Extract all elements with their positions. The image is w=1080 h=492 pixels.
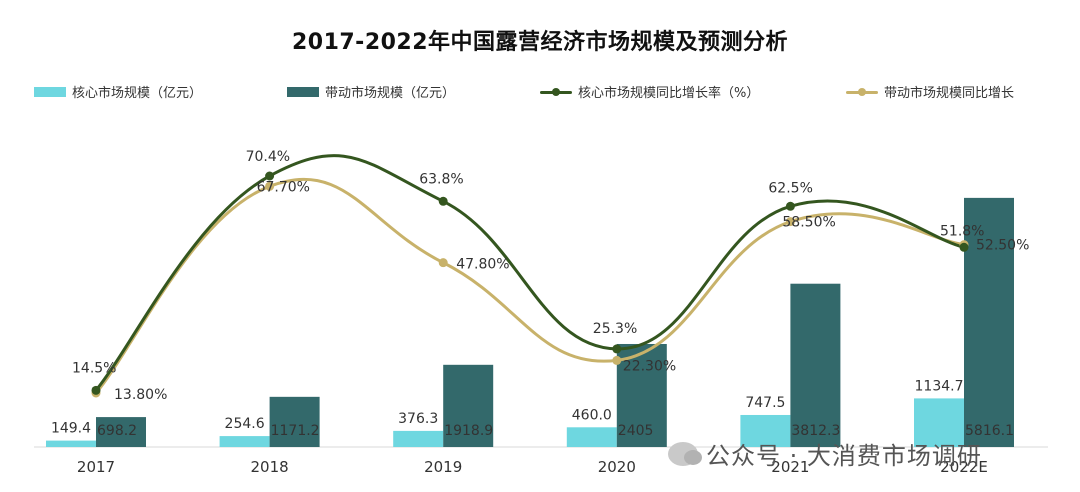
label-driven-growth-2022E: 52.50%: [976, 238, 1029, 254]
legend-driven-market: 带动市场规模（亿元）: [287, 82, 455, 101]
label-driven-2020: 2405: [618, 423, 654, 439]
label-core-growth-2017: 14.5%: [72, 360, 116, 376]
legend-label-driven: 带动市场规模（亿元）: [325, 86, 456, 101]
label-driven-growth-2018: 67.70%: [257, 179, 310, 195]
legend-swatch-driven: [287, 86, 319, 97]
legend-label-core: 核心市场规模（亿元）: [72, 86, 203, 101]
label-driven-growth-2021: 58.50%: [782, 215, 835, 231]
bar-core-2022E: [914, 398, 964, 447]
label-core-2019: 376.3: [398, 411, 438, 427]
chart-title: 2017-2022年中国露营经济市场规模及预测分析: [291, 30, 789, 55]
label-core-growth-2022E: 51.8%: [940, 223, 984, 239]
legend-swatch-core-growth: [540, 86, 572, 98]
bar-core-2017: [46, 440, 96, 447]
bar-core-2018: [219, 436, 270, 447]
point-driven-growth-2021: [785, 217, 795, 227]
wechat-icon: [668, 441, 702, 466]
label-driven-growth-2019: 47.80%: [456, 257, 509, 273]
legend-label-core-growth: 核心市场规模同比增长率（%）: [578, 86, 760, 101]
bar-driven-2019: [443, 364, 494, 447]
label-core-2017: 149.4: [51, 421, 91, 437]
bar-driven-2020: [616, 343, 667, 447]
x-tick-2022E: 2022E: [940, 458, 988, 476]
label-driven-2018: 1171.2: [271, 423, 320, 439]
label-core-growth-2018: 70.4%: [246, 149, 290, 165]
legend-swatch-core: [34, 86, 66, 97]
bar-driven-2017: [96, 417, 146, 447]
label-driven-2017: 698.2: [97, 423, 137, 439]
legend-core-market: 核心市场规模（亿元）: [34, 82, 202, 101]
point-driven-growth-2018: [265, 181, 275, 191]
bar-core-2019: [393, 430, 444, 447]
bar-core-2020: [566, 427, 617, 447]
legend-core-growth: 核心市场规模同比增长率（%）: [540, 82, 759, 101]
point-driven-growth-2020: [612, 355, 622, 365]
point-core-growth-2022E: [959, 242, 969, 252]
watermark-text: 公众号 · 大消费市场调研: [706, 442, 982, 470]
label-core-2020: 460.0: [572, 407, 612, 423]
point-core-growth-2017: [91, 385, 101, 395]
point-driven-growth-2019: [438, 258, 448, 268]
point-core-growth-2018: [265, 171, 275, 181]
label-driven-2019: 1918.9: [444, 423, 493, 439]
label-core-2021: 747.5: [745, 395, 785, 411]
label-core-2022E: 1134.7: [915, 378, 964, 394]
x-tick-2021: 2021: [771, 458, 809, 476]
legend-driven-growth: 带动市场规模同比增长: [846, 82, 1014, 101]
label-driven-2021: 3812.3: [791, 423, 840, 439]
x-tick-2018: 2018: [251, 458, 289, 476]
point-core-growth-2020: [612, 344, 622, 354]
point-core-growth-2021: [785, 201, 795, 211]
label-core-growth-2019: 63.8%: [419, 171, 463, 187]
point-core-growth-2019: [438, 196, 448, 206]
label-core-growth-2021: 62.5%: [768, 180, 812, 196]
x-tick-2017: 2017: [77, 458, 115, 476]
line-core-growth: [94, 154, 965, 392]
legend-swatch-driven-growth: [846, 86, 878, 98]
bar-core-2021: [740, 414, 791, 447]
bar-driven-2021: [790, 283, 841, 447]
bar-driven-2018: [269, 396, 320, 447]
label-core-growth-2020: 25.3%: [593, 321, 637, 337]
x-tick-2019: 2019: [424, 458, 462, 476]
label-driven-growth-2017: 13.80%: [114, 387, 167, 403]
bar-driven-2022E: [964, 197, 1014, 447]
legend-label-driven-growth: 带动市场规模同比增长: [884, 86, 1015, 101]
x-tick-2020: 2020: [598, 458, 636, 476]
label-driven-2022E: 5816.1: [965, 423, 1014, 439]
label-driven-growth-2020: 22.30%: [623, 358, 676, 374]
watermark: 公众号 · 大消费市场调研: [668, 436, 982, 471]
label-core-2018: 254.6: [225, 416, 265, 432]
